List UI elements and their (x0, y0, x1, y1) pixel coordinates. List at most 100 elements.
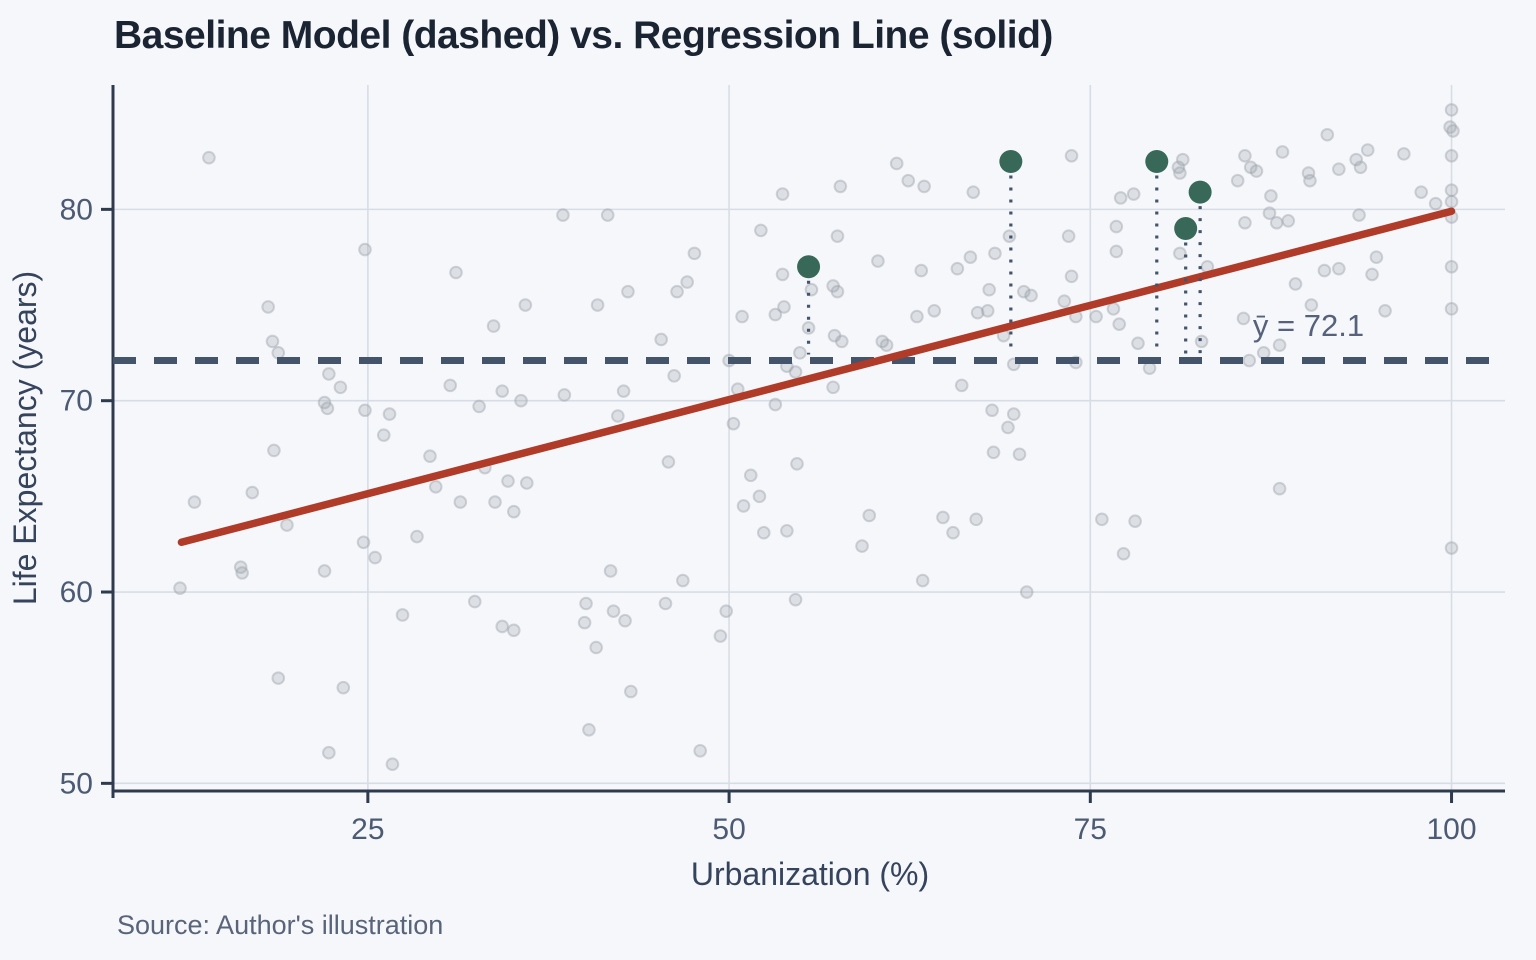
scatter-point (793, 346, 807, 360)
highlight-point (999, 150, 1023, 174)
scatter-point (1320, 127, 1335, 142)
scatter-point (713, 629, 728, 643)
scatter-point (954, 378, 969, 393)
scatter-point (616, 384, 631, 398)
scatter-point (780, 523, 794, 538)
scatter-point (804, 282, 819, 297)
scatter-point (1173, 166, 1187, 180)
scatter-point (680, 275, 694, 289)
scatter-point (267, 443, 281, 458)
scatter-point (693, 744, 707, 758)
scatter-point (830, 284, 845, 299)
scatter-point (790, 457, 804, 471)
scatter-point (1238, 148, 1252, 163)
scatter-point (1142, 361, 1157, 375)
scatter-point (589, 640, 603, 655)
scatter-point (658, 596, 673, 611)
scatter-point (1365, 267, 1379, 282)
source-note: Source: Author's illustration (117, 910, 444, 940)
scatter-point (1262, 206, 1277, 220)
scatter-point (1095, 512, 1109, 527)
scatter-point (443, 378, 458, 393)
scatter-point (382, 407, 397, 421)
scatter-point (969, 512, 983, 527)
scatter-point (910, 309, 924, 324)
scatter-point (245, 485, 260, 500)
scatter-point (280, 518, 294, 532)
scatter-point (1269, 215, 1284, 230)
scatter-point (1275, 145, 1290, 159)
scatter-point (687, 246, 702, 261)
scatter-point (506, 504, 521, 519)
scatter-point (1360, 143, 1375, 157)
scatter-point (752, 489, 767, 504)
scatter-point (603, 564, 618, 578)
scatter-point (265, 334, 280, 349)
y-tick-label: 50 (60, 767, 93, 800)
scatter-point (173, 581, 187, 595)
scatter-point (1443, 120, 1457, 134)
scatter-point (376, 428, 391, 442)
scatter-point (1332, 261, 1346, 276)
scatter-point (1272, 338, 1287, 353)
scatter-point (775, 267, 790, 282)
scatter-point (1171, 160, 1186, 175)
scatter-point (719, 604, 733, 618)
scatter-point (358, 403, 372, 418)
scatter-point (1243, 160, 1258, 175)
scatter-point (1353, 160, 1368, 175)
y-tick-label: 60 (60, 576, 93, 609)
scatter-point (486, 319, 501, 333)
scatter-point (423, 449, 437, 463)
scatter-point (830, 229, 845, 243)
scatter-point (356, 535, 371, 550)
scatter-point (915, 573, 930, 588)
scatter-point (986, 445, 1001, 460)
scatter-point (187, 495, 202, 509)
scatter-point (449, 265, 463, 280)
scatter-point (1444, 302, 1459, 316)
scatter-point (1024, 288, 1038, 303)
scatter-point (946, 525, 960, 540)
scatter-point (988, 246, 1002, 261)
scatter-point (495, 619, 510, 634)
scatter-point (1230, 173, 1245, 188)
scatter-point (322, 745, 336, 760)
scatter-point (1126, 187, 1141, 201)
scatter-point (467, 594, 482, 609)
scatter-point (322, 367, 336, 381)
scatter-point (1116, 546, 1131, 561)
scatter-point (410, 529, 424, 544)
y-axis-title: Life Expectancy (years) (7, 271, 43, 605)
scatter-point (1057, 294, 1072, 309)
y-tick-label: 70 (60, 385, 93, 418)
scatter-point (1064, 148, 1079, 163)
scatter-point (1304, 298, 1319, 312)
scatter-point (1288, 277, 1303, 291)
scatter-point (358, 242, 372, 257)
scatter-point (582, 722, 596, 737)
scatter-point (826, 380, 840, 395)
scatter-point (495, 384, 510, 398)
x-tick-label: 25 (351, 813, 384, 846)
scatter-point (233, 560, 248, 574)
scatter-point (1006, 407, 1021, 421)
scatter-point (980, 303, 995, 318)
scatter-point (1017, 284, 1031, 299)
scatter-point (336, 680, 351, 695)
scatter-point (871, 254, 885, 268)
scatter-point (1349, 152, 1363, 167)
highlight-point (797, 255, 821, 279)
scatter-point (1281, 214, 1296, 228)
scatter-point (756, 525, 771, 540)
scatter-point (777, 300, 791, 314)
scatter-point (1301, 166, 1316, 180)
scatter-point (1428, 196, 1443, 211)
scatter-point (1256, 346, 1271, 360)
scatter-point (1444, 148, 1459, 163)
scatter-point (1236, 311, 1251, 326)
scatter-point (488, 495, 502, 509)
scatter-point (982, 282, 996, 297)
scatter-point (901, 173, 916, 188)
